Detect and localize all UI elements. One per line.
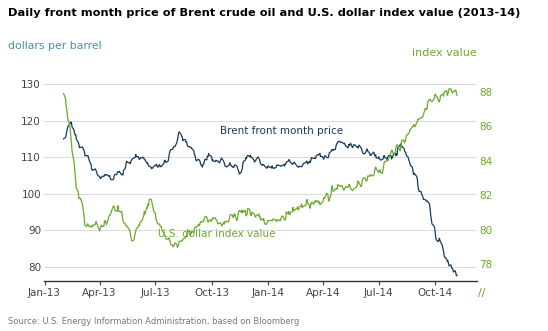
Text: index value: index value bbox=[412, 48, 477, 58]
Text: U.S. dollar index value: U.S. dollar index value bbox=[158, 229, 276, 239]
Text: Daily front month price of Brent crude oil and U.S. dollar index value (2013-14): Daily front month price of Brent crude o… bbox=[8, 8, 521, 18]
Text: Brent front month price: Brent front month price bbox=[220, 126, 344, 136]
Text: Source: U.S. Energy Information Administration, based on Bloomberg: Source: U.S. Energy Information Administ… bbox=[8, 317, 300, 326]
Text: //: // bbox=[478, 288, 486, 298]
Text: dollars per barrel: dollars per barrel bbox=[8, 41, 102, 51]
